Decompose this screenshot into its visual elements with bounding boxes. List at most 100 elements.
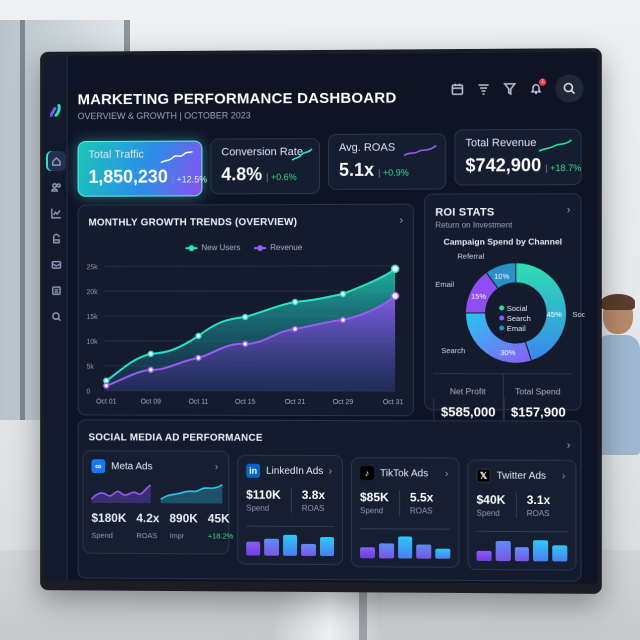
legend-revenue: Revenue — [254, 243, 302, 252]
kpi-change: +18.7% — [545, 163, 581, 173]
svg-text:25k: 25k — [86, 264, 98, 271]
notifications-button[interactable]: 1 — [529, 78, 547, 96]
sparkline-icon — [160, 151, 194, 164]
net-profit-value: $585,000 — [433, 398, 503, 420]
chevron-right-icon[interactable]: › — [566, 439, 571, 452]
chevron-right-icon[interactable]: › — [214, 461, 219, 473]
search-button[interactable] — [555, 74, 584, 103]
social-ad-panel: SOCIAL MEDIA AD PERFORMANCE › ∞ Meta Ads … — [77, 419, 582, 582]
background-person — [595, 290, 640, 550]
roi-stats-panel: ROI STATS › Return on Investment Campaig… — [424, 193, 585, 420]
kpi-value: 1,850,230 — [88, 166, 168, 187]
growth-area-chart: 0 5k 10k 15k 20k 25k Oct 01 Oct 0 — [86, 261, 404, 406]
svg-text:45%: 45% — [547, 310, 563, 319]
sidebar-item-home[interactable] — [46, 151, 66, 172]
brand-logo-icon — [49, 104, 62, 118]
kpi-value: 5.1x — [338, 159, 375, 180]
svg-text:Oct 31: Oct 31 — [383, 399, 404, 406]
notification-badge: 1 — [539, 78, 547, 86]
x-logo-icon: 𝕏 — [476, 468, 491, 483]
campaigns-icon — [50, 233, 61, 244]
inbox-icon — [50, 259, 61, 270]
twitter-ads-card[interactable]: 𝕏 Twitter Ads › $40K Spend 3.1x ROAS — [467, 459, 577, 571]
calendar-icon — [450, 82, 464, 96]
chevron-right-icon[interactable]: › — [444, 468, 449, 480]
svg-text:5k: 5k — [86, 364, 94, 371]
panel-title: SOCIAL MEDIA AD PERFORMANCE — [88, 432, 263, 444]
meta-roas: 4.2x — [136, 511, 160, 526]
svg-text:20k: 20k — [86, 289, 98, 296]
kpi-total-traffic[interactable]: Total Traffic 1,850,230+12.5% — [77, 140, 207, 197]
twitter-bar-chart — [476, 530, 568, 562]
kpi-change: +0.9% — [378, 168, 409, 178]
search-icon — [50, 311, 61, 322]
roi-subtitle: Return on Investment — [435, 220, 513, 230]
header-toolbar: 1 — [450, 74, 584, 103]
legend-new-users: New Users — [185, 243, 240, 252]
sparkline-icon — [291, 148, 313, 161]
net-profit-label: Net Profit — [449, 386, 486, 397]
meta-spend: $180K — [91, 510, 127, 526]
chevron-right-icon[interactable]: › — [561, 470, 566, 482]
ad-card-title: Meta Ads — [111, 460, 153, 472]
sort-icon — [477, 82, 491, 96]
svg-text:Social: Social — [507, 304, 528, 313]
dashboard-screen: MARKETING PERFORMANCE DASHBOARD OVERVIEW… — [44, 52, 598, 584]
kpi-total-revenue[interactable]: Total Revenue $742,900+18.7% — [454, 128, 582, 186]
svg-text:Social: Social — [572, 310, 584, 319]
svg-text:Oct 01: Oct 01 — [96, 399, 116, 406]
svg-text:10%: 10% — [494, 272, 509, 281]
filter-button[interactable] — [503, 82, 517, 96]
users-icon — [50, 181, 61, 192]
svg-text:30%: 30% — [500, 348, 516, 357]
growth-trends-panel: MONTHLY GROWTH TRENDS (OVERVIEW) › New U… — [77, 203, 415, 417]
roi-summary: Net Profit $585,000 Total Spend $157,900 — [433, 373, 573, 420]
kpi-change: +12.5% — [172, 174, 207, 184]
chevron-right-icon[interactable]: › — [328, 466, 332, 478]
svg-text:Search: Search — [441, 346, 465, 355]
calendar-button[interactable] — [450, 82, 464, 96]
svg-text:Email: Email — [435, 280, 454, 289]
chart-legend: New Users Revenue — [185, 243, 302, 252]
ad-card-title: LinkedIn Ads — [266, 465, 324, 477]
spend-donut-chart: 45% 30% 15% 10% Social Search Email Soci… — [435, 252, 585, 365]
svg-text:0: 0 — [86, 389, 90, 396]
ad-card-title: Twitter Ads — [496, 470, 547, 482]
svg-text:Search: Search — [507, 314, 531, 323]
svg-text:15%: 15% — [471, 292, 486, 301]
meta-clicks: 45K — [207, 511, 230, 526]
sidebar-item-calendar[interactable] — [46, 280, 66, 300]
linkedin-logo-icon: in — [246, 463, 261, 478]
chevron-right-icon[interactable]: › — [399, 214, 404, 227]
sidebar-item-search[interactable] — [46, 306, 66, 326]
sparkline-icon — [538, 138, 572, 154]
analytics-icon — [50, 207, 61, 218]
svg-text:15k: 15k — [86, 314, 98, 321]
sort-button[interactable] — [477, 82, 491, 96]
svg-text:Oct 09: Oct 09 — [141, 399, 162, 406]
sidebar-item-campaigns[interactable] — [46, 229, 66, 249]
linkedin-bar-chart — [246, 525, 335, 557]
chevron-right-icon[interactable]: › — [566, 204, 571, 217]
sidebar-item-analytics[interactable] — [46, 203, 66, 223]
sidebar — [44, 55, 68, 581]
meta-ads-card[interactable]: ∞ Meta Ads › $180K Spend 4.2x ROAS 890K Impr… — [82, 450, 233, 555]
sidebar-item-inbox[interactable] — [46, 254, 66, 274]
kpi-value: $742,900 — [465, 155, 542, 176]
tiktok-bar-chart — [360, 528, 451, 559]
svg-text:Oct 21: Oct 21 — [285, 399, 306, 406]
meta-impressions: 890K — [169, 511, 198, 526]
svg-text:10k: 10k — [86, 339, 98, 346]
svg-text:Email: Email — [507, 324, 526, 333]
sidebar-item-users[interactable] — [46, 177, 66, 197]
panel-title: MONTHLY GROWTH TRENDS (OVERVIEW) — [88, 217, 298, 229]
meta-logo-icon: ∞ — [91, 459, 106, 474]
svg-text:Oct 11: Oct 11 — [188, 399, 208, 406]
linkedin-ads-card[interactable]: in LinkedIn Ads › $110K Spend 3.8x ROAS — [237, 454, 343, 566]
kpi-avg-roas[interactable]: Avg. ROAS 5.1x+0.9% — [327, 133, 447, 190]
tiktok-ads-card[interactable]: ♪ TikTok Ads › $85K Spend 5.5x ROAS — [351, 457, 460, 568]
total-spend-label: Total Spend — [515, 386, 561, 397]
kpi-conversion-rate[interactable]: Conversion Rate 4.8%+0.6% — [210, 137, 320, 195]
kpi-change: +0.6% — [266, 172, 297, 182]
svg-text:Oct 29: Oct 29 — [333, 399, 354, 406]
